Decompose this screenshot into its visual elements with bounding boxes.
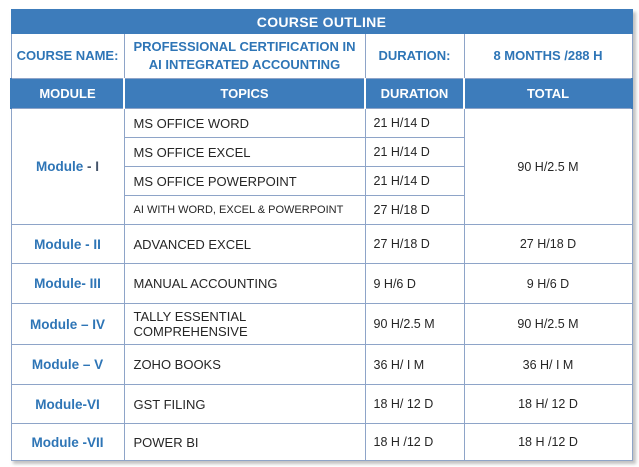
topic-cell: GST FILING [123, 384, 366, 424]
table-row: MS OFFICE EXCEL 21 H/14 D [11, 137, 632, 167]
table-row: Module -VII POWER BI 18 H /12 D 18 H /12… [10, 423, 633, 461]
module-6-total-cell: 18 H/ 12 D [463, 384, 633, 424]
topic-cell: MS OFFICE EXCEL [123, 137, 366, 167]
column-header-row: MODULE TOPICS DURATION TOTAL [10, 78, 633, 109]
table-row: Module - II ADVANCED EXCEL 27 H/18 D 27 … [10, 224, 633, 264]
module-1-name: Module [36, 159, 84, 174]
module-7-cell: Module -VII [10, 423, 125, 461]
module-5-cell: Module – V [10, 344, 125, 385]
table-row: Module – V ZOHO BOOKS 36 H/ I M 36 H/ I … [10, 344, 633, 385]
table-title-row: COURSE OUTLINE [10, 9, 633, 34]
table-row: Module - I MS OFFICE WORD 21 H/14 D 90 H… [10, 108, 633, 225]
topic-cell: MS OFFICE WORD [123, 108, 366, 138]
course-duration-value: 8 MONTHS /288 H [463, 33, 633, 79]
topic-cell: MANUAL ACCOUNTING [123, 263, 366, 304]
module-4-total-cell: 90 H/2.5 M [463, 303, 633, 345]
course-outline-table-wrapper: COURSE OUTLINE COURSE NAME: PROFESSIONAL… [10, 9, 633, 461]
column-header-total: TOTAL [463, 78, 633, 109]
duration-cell: 18 H/ 12 D [364, 384, 465, 424]
module-2-total-cell: 27 H/18 D [463, 224, 633, 264]
module-3-total-cell: 9 H/6 D [463, 263, 633, 304]
module-6-cell: Module-VI [10, 384, 125, 424]
module-3-cell: Module- III [10, 263, 125, 304]
duration-cell: 18 H /12 D [364, 423, 465, 461]
column-header-topics: TOPICS [123, 78, 366, 109]
duration-cell: 21 H/14 D [364, 137, 465, 167]
duration-cell: 90 H/2.5 M [364, 303, 465, 345]
topic-cell: ADVANCED EXCEL [123, 224, 366, 264]
table-row: Module- III MANUAL ACCOUNTING 9 H/6 D 9 … [10, 263, 633, 304]
course-outline-table: COURSE OUTLINE COURSE NAME: PROFESSIONAL… [10, 9, 633, 461]
module-5-total-cell: 36 H/ I M [463, 344, 633, 385]
duration-cell: 21 H/14 D [364, 166, 465, 196]
table-row: AI WITH WORD, EXCEL & POWERPOINT 27 H/18… [11, 195, 632, 225]
topic-cell: ZOHO BOOKS [123, 344, 366, 385]
module-1-cell: Module - I [10, 108, 125, 225]
duration-cell: 27 H/18 D [364, 195, 465, 225]
duration-cell: 36 H/ I M [364, 344, 465, 385]
table-row: Module-VI GST FILING 18 H/ 12 D 18 H/ 12… [10, 384, 633, 424]
module-2-cell: Module - II [10, 224, 125, 264]
course-name-label: COURSE NAME: [10, 33, 125, 79]
module-1-name-suffix: - I [83, 159, 99, 174]
module-7-total-cell: 18 H /12 D [463, 423, 633, 461]
course-meta-row: COURSE NAME: PROFESSIONAL CERTIFICATION … [10, 33, 633, 79]
course-name-value: PROFESSIONAL CERTIFICATION IN AI INTEGRA… [123, 33, 366, 79]
topic-cell: AI WITH WORD, EXCEL & POWERPOINT [123, 195, 366, 225]
module-4-cell: Module – IV [10, 303, 125, 345]
column-header-duration: DURATION [364, 78, 465, 109]
duration-cell: 27 H/18 D [364, 224, 465, 264]
column-header-module: MODULE [10, 78, 125, 109]
duration-cell: 9 H/6 D [364, 263, 465, 304]
table-row: Module – IV TALLY ESSENTIAL COMPREHENSIV… [10, 303, 633, 345]
module-1-total-cell: 90 H/2.5 M [463, 108, 633, 225]
course-duration-label: DURATION: [364, 33, 465, 79]
topic-cell: MS OFFICE POWERPOINT [123, 166, 366, 196]
topic-cell: POWER BI [123, 423, 366, 461]
duration-cell: 21 H/14 D [364, 108, 465, 138]
topic-cell: TALLY ESSENTIAL COMPREHENSIVE [123, 303, 366, 345]
table-title: COURSE OUTLINE [10, 9, 633, 34]
